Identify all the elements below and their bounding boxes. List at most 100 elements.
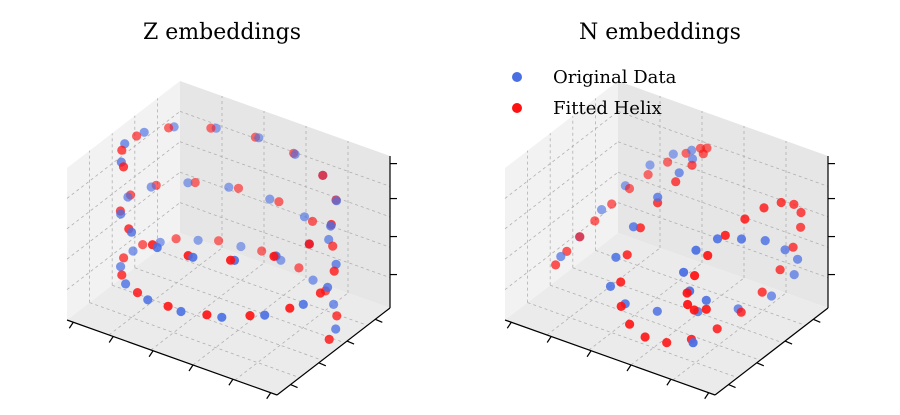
original-data-point: [687, 145, 697, 155]
fitted-helix-point: [117, 145, 127, 155]
fitted-helix-point: [671, 177, 681, 187]
fitted-helix-point: [138, 240, 148, 250]
fitted-helix-point: [163, 301, 173, 311]
fitted-helix-point: [625, 319, 635, 329]
original-data-point: [701, 295, 711, 305]
gridline: [179, 202, 391, 278]
fitted-helix-point: [698, 149, 708, 159]
fitted-helix-point: [701, 304, 711, 314]
fitted-helix-point: [788, 242, 798, 252]
x-tick: [586, 350, 592, 358]
original-data-point: [183, 178, 193, 188]
fitted-helix-point: [119, 253, 129, 263]
fitted-helix-point: [687, 160, 697, 170]
fitted-helix-point: [562, 246, 572, 256]
fitted-helix-point: [132, 131, 142, 141]
original-data-point: [298, 299, 308, 309]
gridline: [157, 250, 368, 326]
original-data-point: [674, 168, 684, 178]
original-data-point: [691, 245, 701, 255]
legend-label-fitted-helix: Fitted Helix: [553, 98, 662, 119]
fitted-helix-point: [757, 287, 767, 297]
fitted-helix-point: [712, 324, 722, 334]
fitted-helix-point: [274, 197, 284, 207]
original-data-point: [128, 246, 138, 256]
fitted-helix-point: [190, 177, 200, 188]
fitted-helix-point: [307, 216, 318, 226]
y-tick: [318, 362, 327, 367]
fitted-helix-point: [233, 183, 244, 193]
fitted-helix-point: [294, 263, 304, 273]
original-data-point: [329, 299, 339, 309]
gridline: [179, 171, 391, 248]
original-data-point: [611, 252, 621, 262]
left-pane: [505, 81, 618, 320]
floor-pane: [67, 233, 390, 395]
fitted-helix-point: [590, 216, 600, 226]
original-data-point: [308, 275, 318, 285]
original-data-point: [780, 245, 790, 255]
fitted-helix-point: [332, 311, 342, 321]
x-tick: [108, 336, 114, 343]
original-data-point: [121, 279, 131, 289]
x-tick: [188, 364, 194, 372]
x-tick: [704, 392, 710, 400]
fitted-helix-point: [796, 207, 806, 218]
fitted-helix-point: [132, 288, 143, 298]
original-data-point: [793, 254, 803, 264]
original-data-point: [597, 205, 607, 215]
original-data-point: [645, 160, 655, 170]
original-data-point: [556, 251, 566, 262]
left-pane: [67, 81, 180, 320]
fitted-helix-point: [206, 123, 216, 133]
fitted-helix-point: [624, 183, 635, 194]
original-data-point: [193, 235, 203, 245]
back-pane: [180, 81, 390, 308]
y-tick: [290, 384, 298, 389]
original-data-point: [760, 236, 770, 246]
original-data-point: [224, 182, 234, 192]
fitted-helix-point: [304, 239, 314, 249]
original-data-point: [331, 196, 342, 206]
fitted-helix-point: [776, 197, 786, 208]
original-data-point: [217, 312, 227, 322]
original-data-point: [260, 310, 270, 320]
original-data-point: [265, 194, 275, 204]
original-data-point: [143, 295, 153, 305]
gridline: [89, 302, 300, 378]
fitted-helix-point: [720, 230, 730, 240]
fitted-helix-point: [117, 270, 127, 280]
fitted-helix-point: [616, 277, 626, 287]
original-data-point: [679, 267, 689, 277]
fitted-helix-point: [640, 332, 650, 342]
gridline: [617, 202, 829, 278]
original-data-point: [652, 306, 662, 316]
fitted-helix-point: [575, 232, 585, 242]
x-axis-line: [66, 319, 278, 396]
fitted-helix-point: [607, 199, 617, 209]
fitted-helix-point: [226, 255, 236, 265]
fitted-helix-point: [643, 170, 653, 180]
fitted-helix-point: [683, 299, 693, 310]
original-data-point: [326, 221, 336, 231]
original-data-point: [236, 241, 246, 252]
n-embeddings-title: N embeddings: [579, 20, 741, 45]
original-data-point: [323, 282, 333, 292]
x-tick: [266, 392, 272, 400]
gridline: [550, 284, 761, 361]
original-data-point: [605, 281, 616, 291]
fitted-helix-point: [551, 260, 561, 270]
x-tick: [666, 378, 672, 386]
fitted-helix-point: [682, 288, 692, 298]
fitted-helix-point: [663, 157, 673, 167]
fitted-helix-point: [622, 250, 632, 260]
fitted-helix-point: [736, 307, 746, 317]
gridline: [595, 250, 806, 326]
original-data-point: [254, 133, 264, 143]
original-data-point: [688, 338, 698, 348]
original-data-point: [789, 270, 799, 280]
fitted-helix-point: [703, 250, 713, 261]
y-tick: [813, 318, 821, 323]
fitted-helix-point: [269, 251, 279, 261]
legend: Original Data Fitted Helix: [512, 67, 677, 119]
